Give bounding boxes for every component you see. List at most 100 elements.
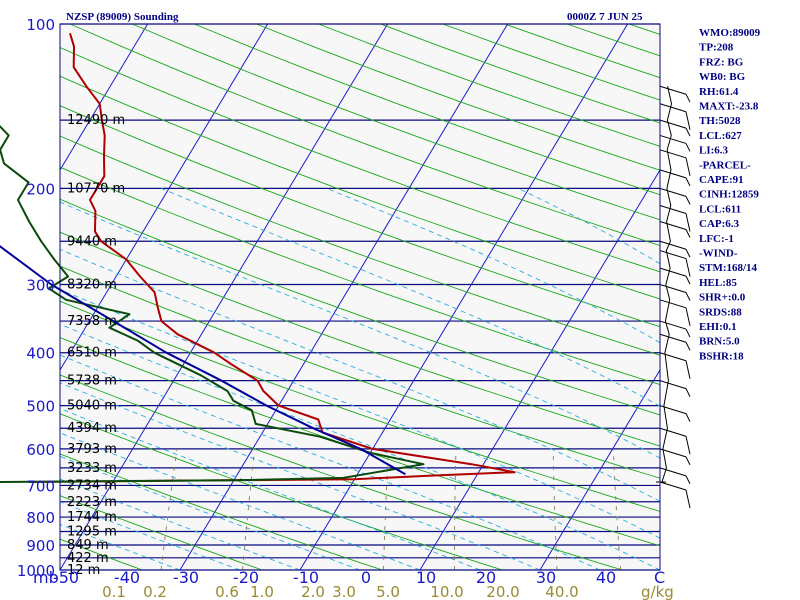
stat-line: TH:5028 [699,115,741,127]
pressure-label: 900 [26,537,55,555]
pressure-label: 800 [26,509,55,527]
wind-barb [659,427,687,437]
stat-line: WMO:89009 [699,27,761,39]
wind-barb-flag [685,177,691,187]
wind-barb [659,467,687,477]
stat-line: FRZ: BG [699,56,744,68]
wind-barb [659,448,687,458]
height-label: 2734 m [67,478,117,493]
pressure-label: 200 [26,180,55,198]
dry-adiabat-line [380,23,661,124]
wind-barb-flag [685,342,691,351]
stat-line: MAXT:-23.8 [699,101,759,113]
wind-barb [659,320,687,330]
stat-line: RH:61.4 [699,86,739,98]
height-labels: 12490 m 10770 m 9440 m 8320 m 7358 m 6510 m 57… [67,113,125,578]
mixing-ratio-tick-label: 0.1 [102,583,126,600]
stat-line: HEL:85 [699,277,737,289]
moist-adiabat-line [59,289,661,539]
dry-adiabat-line [628,23,661,35]
mixing-ratio-unit-label: g/kg [641,583,674,600]
moist-adiabat-line [160,187,661,407]
wind-barb-flag [685,413,691,422]
height-label: 2223 m [67,495,117,510]
moist-adiabat-line [517,187,661,265]
temperature-tick-label: 30 [536,568,556,587]
height-label: 6510 m [67,346,117,361]
temperature-tick-label: -20 [233,568,259,587]
pressure-label: 100 [26,16,55,34]
moist-adiabat-line [59,354,601,571]
wind-barb-flag [685,229,691,238]
stat-line: SRDS:88 [699,306,742,318]
dry-adiabat-line [69,23,661,246]
dry-adiabat-lines [59,23,661,571]
wind-barb [659,250,687,260]
mixing-ratio-tick-label: 3.0 [332,583,356,600]
wind-barb-flag [685,307,691,326]
mixing-ratio-tick-label: 10.0 [430,583,463,600]
stat-line: LFC:-1 [699,233,734,245]
height-label: 12 m [67,563,100,578]
dry-adiabat-line [504,23,661,79]
height-label: 3793 m [67,442,117,457]
mixing-ratio-line [453,448,457,571]
wind-barb [659,85,687,95]
isotherm-line [59,23,149,171]
dry-adiabat-line [59,495,263,571]
dry-adiabat-line [566,23,661,57]
wind-barb-flag [685,127,691,137]
dry-adiabat-line [59,75,661,300]
dewpoint-line [0,124,425,483]
wind-profile [656,85,691,509]
wind-barb-flag [685,258,691,277]
wind-barb [659,119,687,129]
mixing-ratio-tick-label: 2.0 [301,583,325,600]
dry-adiabat-line [132,23,661,221]
moist-adiabat-line [59,408,481,571]
mixing-ratio-tick-label: 40.0 [545,583,578,600]
wind-barb-flag [685,111,691,130]
isotherm-line [59,23,389,571]
dry-adiabat-line [59,265,661,479]
wind-barb-flag [685,456,691,466]
wind-barb [659,221,687,230]
wind-barb [659,205,687,214]
dry-adiabat-line [256,23,661,171]
dry-adiabat-line [318,23,661,147]
stat-line: BRN:5.0 [699,336,740,348]
stat-line: CAP:6.3 [699,218,740,230]
wind-barb [659,169,687,179]
wind-barb-flag [685,292,691,301]
mixing-ratio-line [552,448,558,571]
pressure-label: 600 [26,441,55,459]
mixing-ratio-tick-label: 5.0 [376,583,400,600]
stat-line: LCL:627 [699,130,742,142]
height-label: 8320 m [67,278,117,293]
sounding-series [0,33,516,483]
moist-adiabat-line [59,248,661,502]
height-label: 10770 m [67,181,125,196]
moist-adiabat-line [59,382,541,571]
temperature-tick-labels: -50 -40 -30 -20 -10 0 10 20 30 40 [53,568,616,587]
wind-barb [659,405,687,415]
stat-line: STM:168/14 [699,262,758,274]
moist-adiabat-line [326,187,661,344]
wind-barb-flag [685,475,691,485]
chart-datetime: 0000Z 7 JUN 25 [567,11,643,23]
wind-barb-flag [685,143,691,152]
moist-adiabat-line [59,478,301,571]
mixing-ratio-tick-labels: 0.1 0.2 0.6 1.0 2.0 3.0 5.0 10.0 20.0 40.0 [102,583,579,600]
stat-line: -PARCEL- [699,159,751,171]
dry-adiabat-line [59,198,661,416]
mixing-ratio-lines [160,448,622,571]
stat-line: LI:6.3 [699,145,729,157]
wind-barb [659,267,687,277]
wind-barb-flag [685,157,691,176]
moist-adiabat-line [59,432,421,571]
isotherm-line [539,369,661,571]
parcel-line [0,245,406,476]
moist-adiabat-lines [59,187,661,571]
wind-barb-flag [685,489,691,509]
stat-line: WB0: BG [699,71,746,83]
